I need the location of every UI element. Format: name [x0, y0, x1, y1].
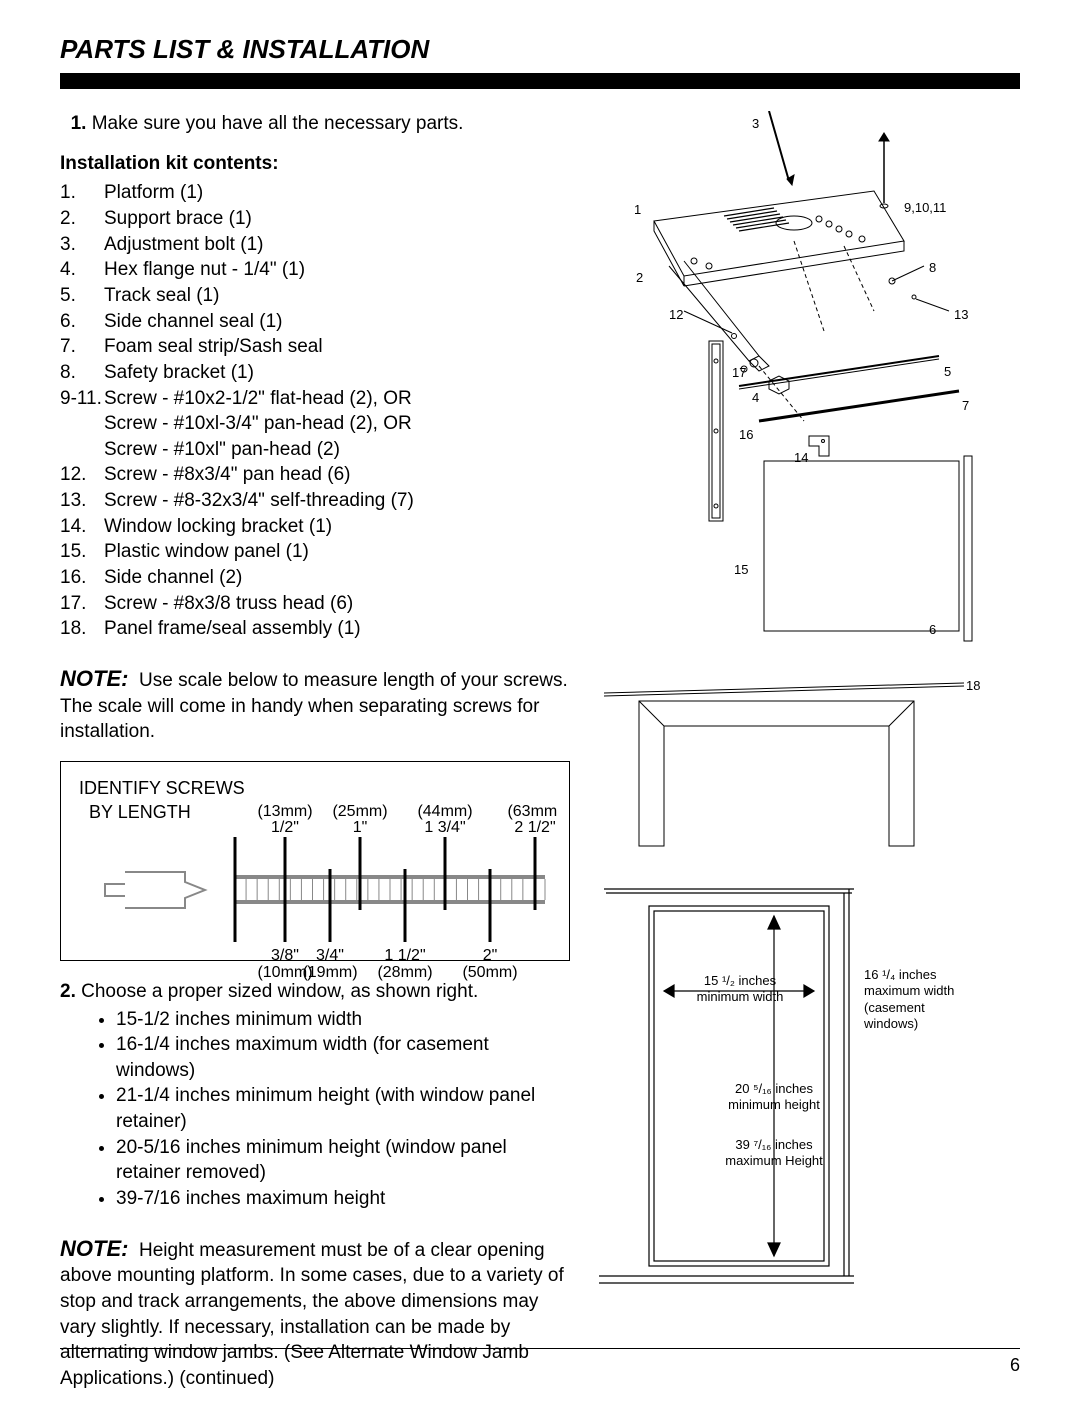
diag-label-4: 4 — [752, 389, 759, 407]
parts-list-item: Screw - #10xl-3/4" pan-head (2), OR — [60, 411, 570, 437]
diag-label-8: 8 — [929, 259, 936, 277]
svg-text:1 1/2": 1 1/2" — [384, 947, 425, 964]
note-2-text: Height measurement must be of a clear op… — [60, 1240, 564, 1389]
step-2-bullet: 15-1/2 inches minimum width — [116, 1007, 570, 1033]
step-2-bullet: 21-1/4 inches minimum height (with windo… — [116, 1083, 570, 1134]
window-max-height: 39 ⁷/₁₆ inches maximum Height — [714, 1137, 834, 1170]
diag-label-15: 15 — [734, 561, 748, 579]
svg-text:3/4": 3/4" — [316, 947, 344, 964]
diag-label-91011: 9,10,11 — [904, 199, 946, 217]
exploded-diagram: 1 2 3 4 5 6 7 8 9,10,11 12 13 14 15 16 1… — [594, 111, 1020, 671]
parts-list-item: 7.Foam seal strip/Sash seal — [60, 334, 570, 360]
svg-text:2 1/2": 2 1/2" — [514, 819, 555, 836]
diag-label-6: 6 — [929, 621, 936, 639]
parts-list-item: 4.Hex flange nut - 1/4" (1) — [60, 257, 570, 283]
page-number: 6 — [1010, 1353, 1020, 1377]
diag-label-17: 17 — [732, 364, 746, 382]
parts-list-item: 2.Support brace (1) — [60, 206, 570, 232]
diag-label-5: 5 — [944, 363, 951, 381]
parts-list-item: 14.Window locking bracket (1) — [60, 514, 570, 540]
bottom-rule — [60, 1348, 1020, 1349]
step-1-num: 1. — [71, 113, 87, 134]
parts-list-item: 17.Screw - #8x3/8 truss head (6) — [60, 591, 570, 617]
step-1: 1. Make sure you have all the necessary … — [60, 111, 570, 137]
parts-list-item: 5.Track seal (1) — [60, 283, 570, 309]
svg-text:(19mm): (19mm) — [302, 964, 357, 981]
parts-list-item: 9-11.Screw - #10x2-1/2" flat-head (2), O… — [60, 386, 570, 412]
step-2-bullets: 15-1/2 inches minimum width16-1/4 inches… — [116, 1007, 570, 1212]
diag-label-3: 3 — [752, 115, 759, 133]
diag-label-13: 13 — [954, 306, 968, 324]
window-min-height: 20 ⁵/₁₆ inches minimum height — [714, 1081, 834, 1114]
diag-label-18: 18 — [966, 677, 980, 695]
parts-list-item: 6.Side channel seal (1) — [60, 309, 570, 335]
diag-label-14: 14 — [794, 449, 808, 467]
note-1-text: Use scale below to measure length of you… — [60, 670, 568, 742]
scale-svg: (13mm)1/2" (25mm)1" (44mm)1 3/4" (63mm)2 1/… — [75, 802, 557, 982]
parts-list: 1.Platform (1)2.Support brace (1)3.Adjus… — [60, 180, 570, 642]
diag-label-12: 12 — [669, 306, 683, 324]
frame-diagram: 18 — [594, 671, 1020, 861]
window-max-width: 16 ¹/₄ inches maximum width (casement wi… — [864, 967, 974, 1032]
parts-list-item: 16.Side channel (2) — [60, 565, 570, 591]
parts-list-item: 18.Panel frame/seal assembly (1) — [60, 616, 570, 642]
step-2-num: 2. — [60, 981, 76, 1002]
diag-label-16: 16 — [739, 426, 753, 444]
svg-text:(28mm): (28mm) — [377, 964, 432, 981]
parts-list-item: 12.Screw - #8x3/4" pan head (6) — [60, 462, 570, 488]
note-1: NOTE: Use scale below to measure length … — [60, 664, 570, 745]
parts-list-item: 8.Safety bracket (1) — [60, 360, 570, 386]
parts-list-item: 3.Adjustment bolt (1) — [60, 232, 570, 258]
step-2-text: Choose a proper sized window, as shown r… — [81, 981, 478, 1002]
window-min-width: 15 ¹/₂ inches minimum width — [690, 973, 790, 1006]
parts-list-item: 13.Screw - #8-32x3/4" self-threading (7) — [60, 488, 570, 514]
svg-text:(25mm): (25mm) — [332, 803, 387, 820]
svg-text:(13mm): (13mm) — [257, 803, 312, 820]
svg-text:(63mm): (63mm) — [507, 803, 557, 820]
step-2-bullet: 39-7/16 inches maximum height — [116, 1186, 570, 1212]
screw-scale: IDENTIFY SCREWS BY LENGTH (13mm)1/2"(25m… — [60, 761, 570, 961]
kit-heading: Installation kit contents: — [60, 151, 570, 177]
note-1-label: NOTE: — [60, 666, 128, 691]
note-2: NOTE: Height measurement must be of a cl… — [60, 1234, 570, 1392]
svg-text:(50mm): (50mm) — [462, 964, 517, 981]
diag-label-7: 7 — [962, 397, 969, 415]
section-title: PARTS LIST & INSTALLATION — [60, 32, 1020, 67]
parts-list-item: 1.Platform (1) — [60, 180, 570, 206]
parts-list-item: 15.Plastic window panel (1) — [60, 539, 570, 565]
svg-text:1 3/4": 1 3/4" — [424, 819, 465, 836]
window-diagram: 15 ¹/₂ inches minimum width 16 ¹/₄ inche… — [594, 881, 1020, 1301]
step-2: 2. Choose a proper sized window, as show… — [60, 979, 570, 1212]
step-1-text: Make sure you have all the necessary par… — [92, 113, 464, 134]
parts-list-item: Screw - #10xl" pan-head (2) — [60, 437, 570, 463]
svg-text:3/8": 3/8" — [271, 947, 299, 964]
step-2-bullet: 20-5/16 inches minimum height (window pa… — [116, 1135, 570, 1186]
diag-label-1: 1 — [634, 201, 641, 219]
title-bar — [60, 73, 1020, 89]
svg-text:1/2": 1/2" — [271, 819, 299, 836]
note-2-label: NOTE: — [60, 1236, 128, 1261]
diag-label-2: 2 — [636, 269, 643, 287]
svg-text:2": 2" — [483, 947, 498, 964]
svg-text:1": 1" — [353, 819, 368, 836]
step-2-bullet: 16-1/4 inches maximum width (for casemen… — [116, 1032, 570, 1083]
svg-text:(44mm): (44mm) — [417, 803, 472, 820]
